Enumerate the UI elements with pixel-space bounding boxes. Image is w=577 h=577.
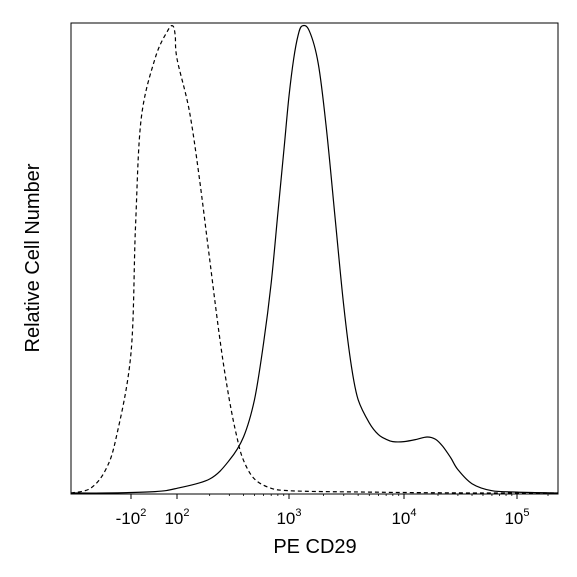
histogram-series-dashed — [70, 25, 559, 494]
x-tick-label: 102 — [164, 507, 189, 528]
x-tick-label: 104 — [391, 507, 416, 528]
x-tick-label: 103 — [276, 507, 301, 528]
histogram-series-solid — [70, 24, 559, 494]
plot-frame — [70, 22, 559, 495]
x-axis-title: PE CD29 — [273, 536, 356, 558]
series-layer — [70, 24, 559, 494]
y-axis-title: Relative Cell Number — [22, 163, 44, 352]
x-tick-label: -102 — [116, 507, 147, 528]
x-tick-layer: -102 102 103 104 105 — [116, 494, 549, 528]
x-tick-label: 105 — [504, 507, 529, 528]
